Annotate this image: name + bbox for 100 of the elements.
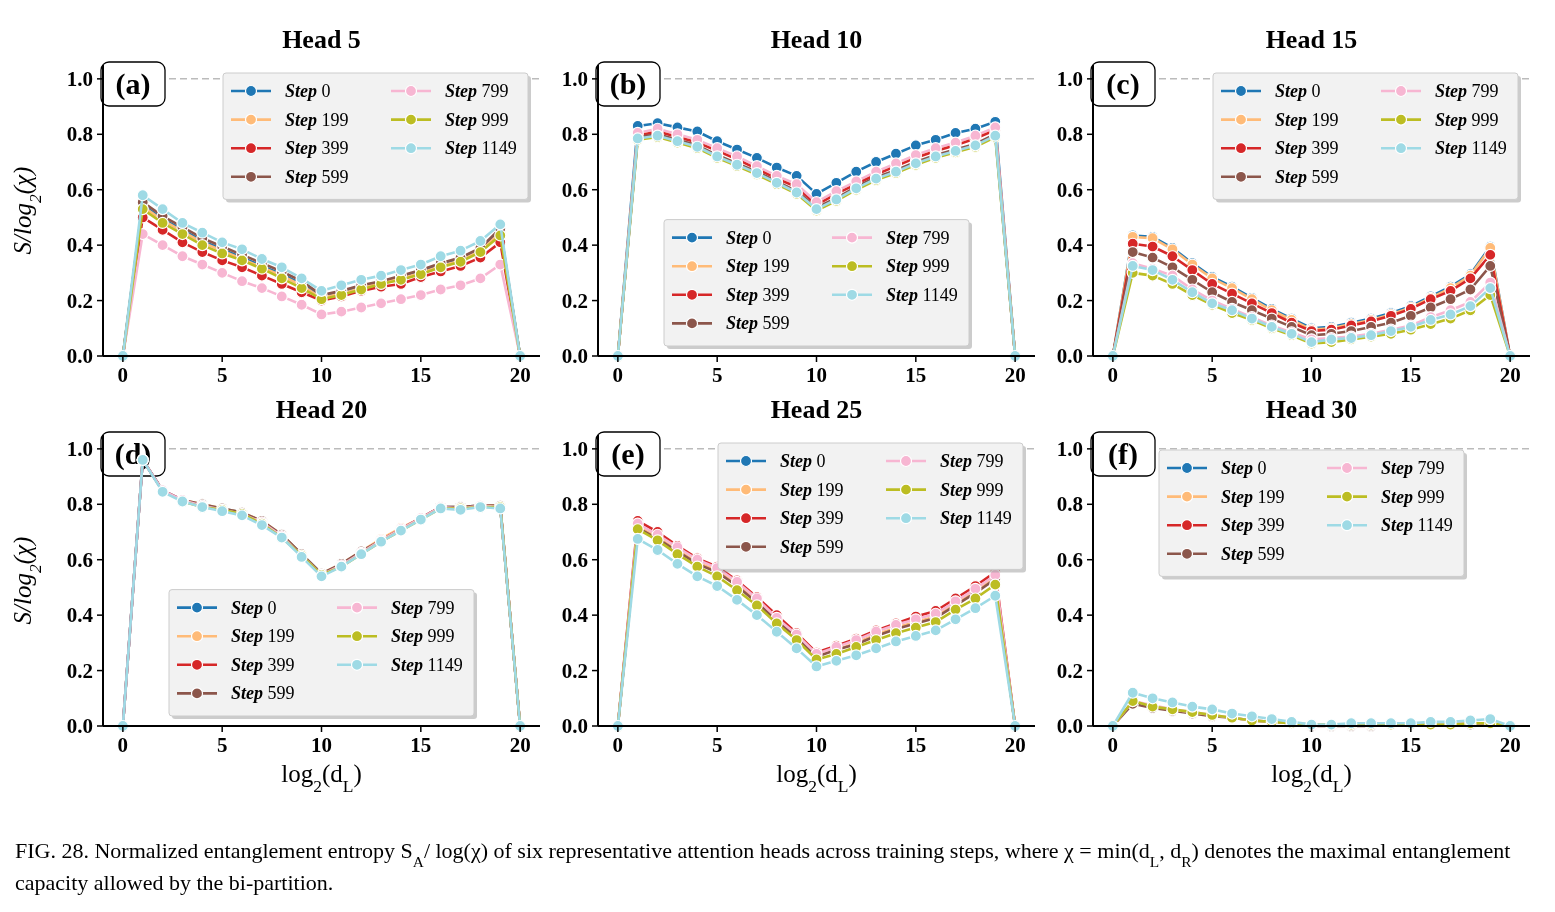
y-tick-label: 0.0 xyxy=(66,714,93,738)
y-tick-label: 0.2 xyxy=(1056,288,1083,313)
legend-label: Step 799 xyxy=(391,597,455,618)
y-tick-label: 0.8 xyxy=(1056,122,1083,147)
legend-label: Step 199 xyxy=(1275,109,1339,130)
y-tick-label: 0.8 xyxy=(561,122,588,147)
legend-label: Step 1149 xyxy=(886,284,958,305)
x-tick-label: 15 xyxy=(410,733,432,757)
chart-title: Head 5 xyxy=(282,25,361,54)
y-tick-label: 1.0 xyxy=(66,436,93,461)
y-tick-label: 1.0 xyxy=(561,436,588,461)
legend-label: Step 1149 xyxy=(940,508,1012,529)
x-tick-label: 20 xyxy=(1499,733,1521,757)
y-tick-label: 0.6 xyxy=(561,547,588,572)
legend-label: Step 1149 xyxy=(445,138,517,159)
x-axis-title: log$_{2}$(d$_{L}$) xyxy=(281,760,362,796)
legend-label: Step 999 xyxy=(391,626,455,647)
legend-label: Step 1149 xyxy=(391,654,463,675)
legend-label: Step 1149 xyxy=(1381,515,1453,536)
x-tick-label: 20 xyxy=(1499,363,1521,387)
x-tick-label: 0 xyxy=(117,733,129,757)
x-tick-label: 10 xyxy=(806,363,827,387)
y-tick-label: 0.8 xyxy=(1056,492,1083,517)
legend-label: Step 399 xyxy=(1275,138,1339,159)
x-tick-label: 20 xyxy=(1004,363,1026,387)
x-tick-label: 5 xyxy=(1206,733,1218,757)
x-tick-label: 0 xyxy=(1107,733,1119,757)
y-tick-label: 0.2 xyxy=(66,658,93,683)
y-tick-label: 0.4 xyxy=(66,233,94,258)
x-tick-label: 5 xyxy=(216,733,228,757)
x-tick-label: 10 xyxy=(311,733,332,757)
x-tick-label: 15 xyxy=(410,363,432,387)
x-tick-label: 5 xyxy=(711,733,723,757)
x-tick-label: 5 xyxy=(711,363,723,387)
y-tick-label: 0.2 xyxy=(561,658,588,683)
legend-label: Step 199 xyxy=(780,479,844,500)
y-tick-label: 0.6 xyxy=(1056,177,1083,202)
legend-label: Step 999 xyxy=(940,479,1004,500)
chart-title: Head 20 xyxy=(275,395,368,424)
x-tick-label: 20 xyxy=(509,733,531,757)
y-tick-label: 0.0 xyxy=(1056,714,1083,738)
y-tick-label: 1.0 xyxy=(1056,436,1083,461)
x-tick-label: 10 xyxy=(1301,363,1322,387)
y-tick-label: 0.6 xyxy=(66,177,93,202)
legend-label: Step 0 xyxy=(1275,81,1321,101)
chart-title: Head 30 xyxy=(1265,395,1358,424)
y-tick-label: 1.0 xyxy=(1056,66,1083,91)
legend-label: Step 399 xyxy=(726,284,790,305)
chart-title: Head 15 xyxy=(1265,25,1358,54)
annotation: (b) xyxy=(609,67,647,101)
legend-label: Step 0 xyxy=(285,81,331,101)
legend-label: Step 0 xyxy=(1221,458,1267,478)
y-tick-label: 0.0 xyxy=(1056,344,1083,368)
x-axis-title: log$_{2}$(d$_{L}$) xyxy=(1271,760,1352,796)
y-tick-label: 0.6 xyxy=(1056,547,1083,572)
y-tick-label: 0.4 xyxy=(1056,603,1084,628)
legend-label: Step 599 xyxy=(1221,543,1285,564)
x-tick-label: 10 xyxy=(1301,733,1322,757)
x-tick-label: 15 xyxy=(1400,363,1422,387)
chart-title: Head 25 xyxy=(770,395,863,424)
x-tick-label: 15 xyxy=(1400,733,1422,757)
annotation: (f) xyxy=(1108,437,1138,471)
legend-label: Step 399 xyxy=(1221,515,1285,536)
y-tick-label: 0.4 xyxy=(561,233,589,258)
y-tick-label: 0.6 xyxy=(561,177,588,202)
legend-label: Step 999 xyxy=(1381,486,1445,507)
legend-label: Step 0 xyxy=(780,451,826,471)
text: FIG. 28. Normalized entanglement entropy S$_{A}$/ log(χ) of six representative attention heads across training steps, where χ = min(d$_{L}$, d$_{R}$) denotes the maximal entanglement capacity allowed by the bi-partition. xyxy=(15,838,1511,895)
annotation: (c) xyxy=(1106,67,1140,101)
y-tick-label: 0.8 xyxy=(561,492,588,517)
x-tick-label: 15 xyxy=(905,733,927,757)
y-tick-label: 0.0 xyxy=(66,344,93,368)
x-tick-label: 0 xyxy=(612,363,624,387)
chart-title: Head 10 xyxy=(770,25,863,54)
x-tick-label: 0 xyxy=(1107,363,1119,387)
legend-label: Step 399 xyxy=(231,654,295,675)
y-tick-label: 1.0 xyxy=(66,66,93,91)
y-tick-label: 0.4 xyxy=(66,603,94,628)
legend-label: Step 999 xyxy=(445,109,509,130)
y-tick-label: 1.0 xyxy=(561,66,588,91)
legend-label: Step 199 xyxy=(1221,486,1285,507)
legend-label: Step 799 xyxy=(1435,81,1499,101)
x-tick-label: 10 xyxy=(806,733,827,757)
legend-label: Step 599 xyxy=(231,683,295,704)
legend-label: Step 599 xyxy=(285,166,349,187)
legend-label: Step 799 xyxy=(1381,458,1445,478)
x-axis-title: log$_{2}$(d$_{L}$) xyxy=(776,760,857,796)
x-tick-label: 0 xyxy=(117,363,129,387)
y-tick-label: 0.6 xyxy=(66,547,93,572)
legend-label: Step 0 xyxy=(231,597,277,618)
legend-label: Step 199 xyxy=(231,626,295,647)
legend-label: Step 999 xyxy=(886,256,950,277)
legend-label: Step 999 xyxy=(1435,109,1499,130)
legend-label: Step 599 xyxy=(1275,166,1339,187)
x-tick-label: 20 xyxy=(1004,733,1026,757)
legend-label: Step 0 xyxy=(726,227,772,248)
y-tick-label: 0.4 xyxy=(561,603,589,628)
x-tick-label: 15 xyxy=(905,363,927,387)
legend-label: Step 1149 xyxy=(1435,138,1507,159)
legend-label: Step 799 xyxy=(886,227,950,248)
